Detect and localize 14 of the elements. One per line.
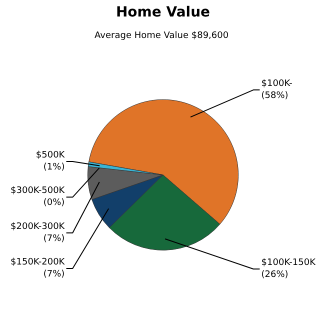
data-label: (26%) [261, 270, 288, 280]
data-label: (58%) [261, 90, 288, 101]
slice-label: $100K-150K [261, 258, 317, 268]
slice-label: $100K- [261, 78, 292, 89]
slice-label: $150K-200K [10, 258, 66, 268]
data-label: (7%) [43, 234, 65, 244]
data-label: (1%) [43, 162, 65, 172]
text: (0%) [43, 198, 65, 208]
category-label: $300K-500K [10, 186, 65, 196]
slice-label: $200K-300K [10, 222, 66, 232]
chart-subtitle: Average Home Value $89,600 [94, 31, 229, 42]
slice-label: $500K [36, 150, 66, 160]
data-label: (7%) [43, 270, 65, 280]
chart-title: Home Value [116, 4, 210, 20]
